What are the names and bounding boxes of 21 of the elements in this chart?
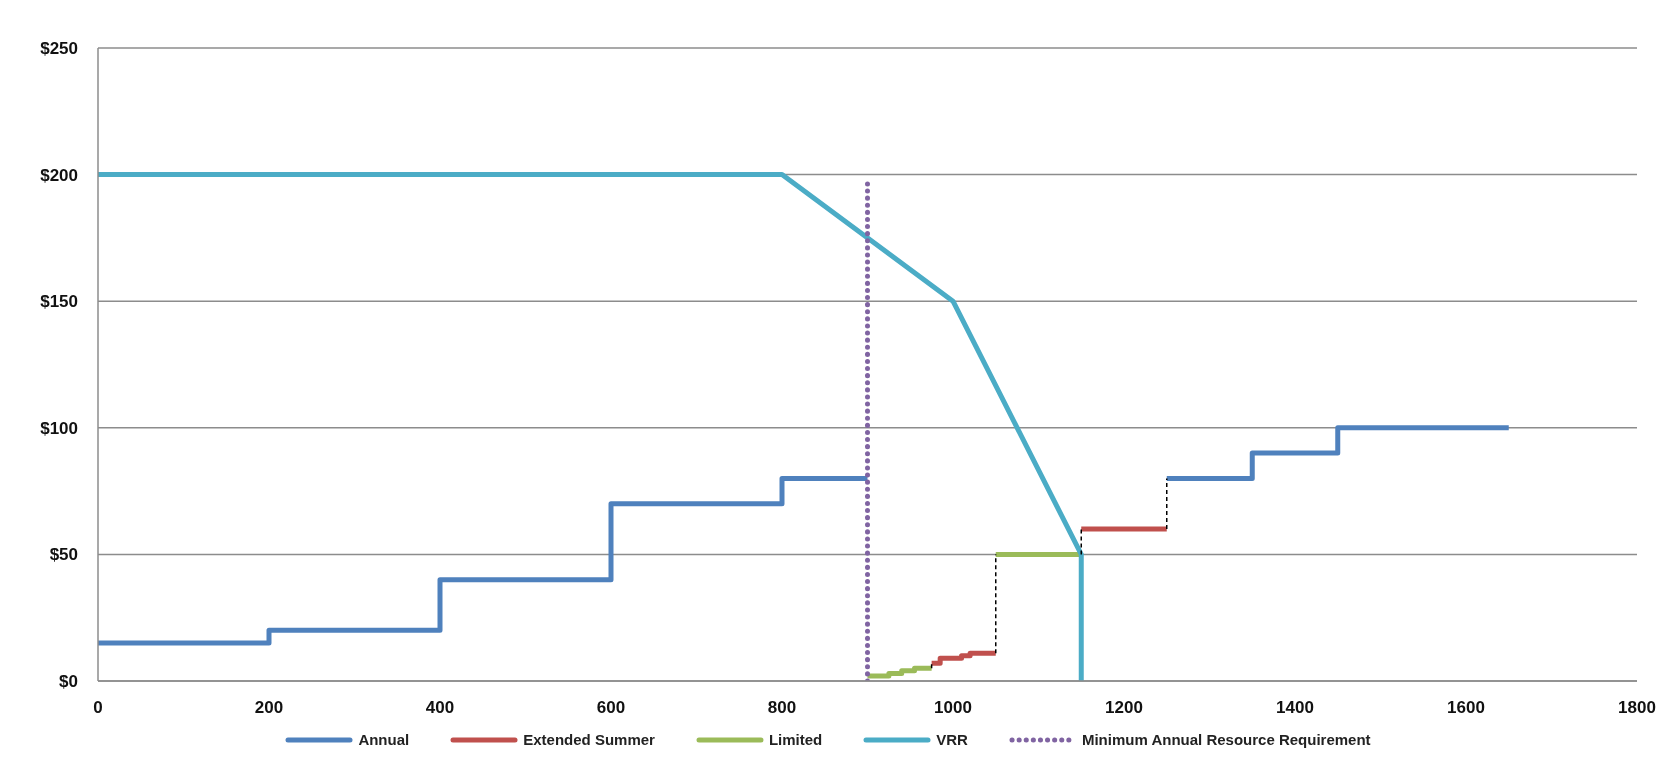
x-tick-label: 0 xyxy=(93,698,103,718)
y-tick-label: $150 xyxy=(40,292,78,312)
legend-label: Extended Summer xyxy=(523,731,655,748)
x-tick-label: 1600 xyxy=(1447,698,1485,718)
x-tick-label: 1000 xyxy=(934,698,972,718)
legend-label: Limited xyxy=(768,731,823,748)
x-tick-label: 600 xyxy=(596,698,626,718)
y-tick-label: $100 xyxy=(40,418,78,438)
x-tick-label: 1400 xyxy=(1276,698,1314,718)
y-tick-label: $50 xyxy=(49,545,78,565)
legend-label: Minimum Annual Resource Requirement xyxy=(1081,731,1371,748)
y-tick-label: $0 xyxy=(59,672,78,692)
x-tick-label: 200 xyxy=(254,698,284,718)
x-tick-label: 400 xyxy=(425,698,455,718)
legend-label: Annual xyxy=(358,731,410,748)
x-tick-label: 1800 xyxy=(1618,698,1656,718)
y-tick-label: $250 xyxy=(40,39,78,59)
x-tick-label: 800 xyxy=(767,698,797,718)
legend-label: VRR xyxy=(936,731,968,748)
x-tick-label: 1200 xyxy=(1105,698,1143,718)
y-tick-label: $200 xyxy=(40,165,78,185)
